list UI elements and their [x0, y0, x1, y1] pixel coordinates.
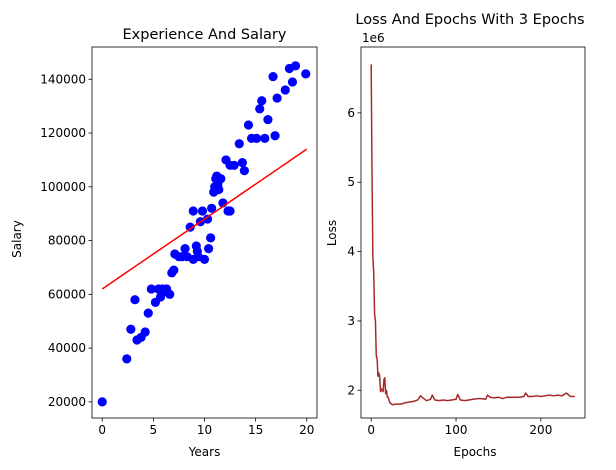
y-axis-label: Loss [325, 220, 339, 246]
line-chart-loss-epochs: Loss And Epochs With 3 Epochs 1e6 Epochs… [325, 12, 586, 459]
scatter-point [197, 206, 208, 216]
plot-area [97, 61, 311, 407]
scatter-point [169, 265, 179, 275]
chart-title: Loss And Epochs With 3 Epochs [355, 12, 584, 28]
scatter-point [280, 85, 290, 95]
scatter-point [290, 61, 301, 71]
plot-frame [360, 46, 586, 419]
plot-frame [91, 46, 318, 419]
y-tick-label: 100000 [40, 180, 86, 194]
y-tick-label: 3 [347, 314, 355, 328]
x-tick-label: 100 [445, 423, 468, 437]
x-tick-label: 5 [150, 423, 158, 437]
scatter-point [216, 174, 226, 184]
scatter-point [252, 133, 262, 144]
scatter-point [140, 327, 150, 337]
scatter-point [255, 104, 265, 114]
y-tick-label: 40000 [48, 341, 86, 355]
y-tick-label: 80000 [48, 234, 86, 248]
scatter-point [229, 160, 239, 170]
scatter-point [199, 254, 210, 264]
y-tick-label: 2 [347, 383, 355, 397]
scatter-point [206, 233, 216, 243]
y-tick-label: 140000 [40, 72, 86, 86]
scatter-point [260, 133, 270, 144]
scatter-point [180, 244, 190, 254]
scatter-point [268, 71, 278, 82]
loss-line [370, 64, 575, 406]
tick-group: 0 100 200 2 3 4 5 6 [347, 106, 552, 437]
y-axis-offset-label: 1e6 [362, 31, 385, 45]
scatter-point [287, 77, 298, 87]
scatter-point [143, 308, 153, 318]
y-tick-label: 20000 [48, 395, 86, 409]
x-tick-label: 0 [98, 423, 106, 437]
scatter-point [263, 114, 273, 125]
scatter-point [225, 206, 235, 216]
y-tick-label: 6 [347, 106, 355, 120]
scatter-chart-experience-salary: Experience And Salary Years Salary 0 5 10 1… [10, 27, 318, 459]
scatter-point [207, 203, 217, 213]
series-group [97, 61, 311, 407]
series-group [370, 64, 575, 406]
x-tick-label: 200 [529, 423, 552, 437]
scatter-point [188, 206, 198, 216]
x-axis-label: Years [188, 445, 221, 459]
scatter-point [272, 93, 282, 103]
x-tick-label: 10 [197, 423, 212, 437]
x-tick-label: 20 [299, 423, 314, 437]
scatter-point [165, 289, 175, 299]
scatter-point [122, 354, 132, 364]
scatter-point [185, 222, 195, 232]
scatter-point [237, 158, 247, 168]
scatter-point [214, 184, 224, 195]
scatter-point [146, 284, 156, 294]
scatter-point [301, 69, 311, 79]
scatter-point [202, 214, 213, 224]
scatter-point [130, 295, 140, 305]
y-tick-label: 5 [347, 175, 355, 189]
scatter-point [97, 397, 107, 407]
x-tick-label: 0 [367, 423, 375, 437]
scatter-point [257, 96, 267, 106]
scatter-point [234, 139, 244, 149]
scatter-point [203, 244, 214, 254]
y-tick-label: 60000 [48, 287, 86, 301]
x-tick-label: 15 [248, 423, 263, 437]
y-axis-label: Salary [10, 220, 24, 258]
y-tick-label: 120000 [40, 126, 86, 140]
tick-group: 0 5 10 15 20 20000 40000 60000 80000 100000 120000… [40, 72, 314, 437]
scatter-point [270, 131, 280, 141]
x-axis-label: Epochs [454, 445, 497, 459]
y-tick-label: 4 [347, 245, 355, 259]
scatter-point [126, 324, 136, 334]
scatter-point [243, 120, 254, 130]
chart-title: Experience And Salary [123, 27, 287, 43]
scatter-point [239, 166, 249, 176]
regression-line [101, 148, 308, 290]
